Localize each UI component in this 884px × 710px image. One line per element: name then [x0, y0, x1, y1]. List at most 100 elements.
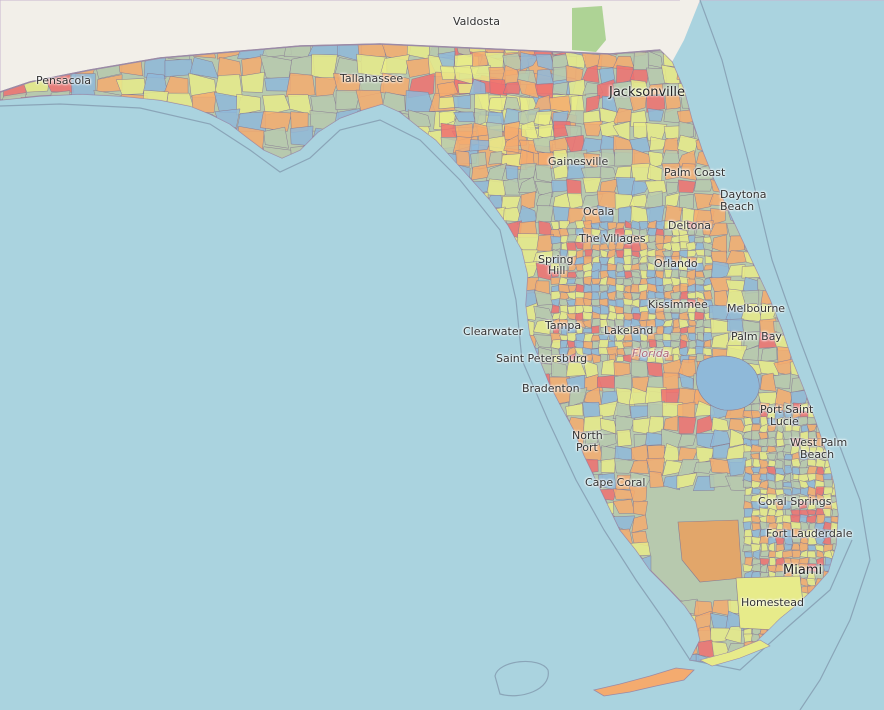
subdivision-cell[interactable]: [816, 704, 826, 710]
subdivision-cell[interactable]: [853, 37, 873, 55]
subdivision-cell[interactable]: [686, 256, 698, 264]
subdivision-cell[interactable]: [600, 235, 608, 245]
subdivision-cell[interactable]: [806, 647, 818, 657]
subdivision-cell[interactable]: [729, 667, 744, 687]
subdivision-cell[interactable]: [452, 638, 473, 658]
subdivision-cell[interactable]: [502, 583, 522, 603]
subdivision-cell[interactable]: [22, 145, 53, 171]
subdivision-cell[interactable]: [536, 681, 551, 699]
subdivision-cell[interactable]: [847, 634, 857, 643]
subdivision-cell[interactable]: [517, 514, 537, 533]
subdivision-cell[interactable]: [864, 488, 870, 495]
subdivision-cell[interactable]: [548, 431, 571, 446]
subdivision-cell[interactable]: [783, 635, 793, 644]
subdivision-cell[interactable]: [678, 179, 696, 193]
subdivision-cell[interactable]: [670, 276, 681, 287]
subdivision-cell[interactable]: [759, 218, 775, 237]
subdivision-cell[interactable]: [670, 262, 680, 272]
subdivision-cell[interactable]: [629, 96, 647, 112]
subdivision-cell[interactable]: [831, 480, 841, 490]
subdivision-cell[interactable]: [757, 51, 779, 72]
subdivision-cell[interactable]: [823, 191, 840, 209]
subdivision-cell[interactable]: [469, 529, 488, 544]
subdivision-cell[interactable]: [487, 584, 504, 603]
subdivision-cell[interactable]: [487, 248, 504, 268]
subdivision-cell[interactable]: [676, 472, 698, 489]
subdivision-cell[interactable]: [614, 554, 635, 572]
subdivision-cell[interactable]: [454, 348, 471, 363]
subdivision-cell[interactable]: [663, 312, 674, 321]
subdivision-cell[interactable]: [501, 261, 524, 282]
subdivision-cell[interactable]: [488, 457, 506, 477]
subdivision-cell[interactable]: [533, 318, 552, 335]
subdivision-cell[interactable]: [863, 430, 873, 438]
subdivision-cell[interactable]: [646, 305, 657, 314]
subdivision-cell[interactable]: [616, 290, 626, 299]
subdivision-cell[interactable]: [628, 69, 650, 84]
subdivision-cell[interactable]: [502, 667, 520, 686]
subdivision-cell[interactable]: [601, 596, 616, 618]
subdivision-cell[interactable]: [550, 277, 561, 285]
subdivision-cell[interactable]: [628, 486, 648, 504]
subdivision-cell[interactable]: [551, 598, 571, 616]
subdivision-cell[interactable]: [766, 445, 778, 454]
subdivision-cell[interactable]: [558, 311, 569, 322]
subdivision-cell[interactable]: [581, 626, 602, 645]
subdivision-cell[interactable]: [837, 358, 855, 377]
subdivision-cell[interactable]: [471, 164, 490, 181]
subdivision-cell[interactable]: [775, 697, 785, 705]
subdivision-cell[interactable]: [791, 487, 801, 496]
subdivision-cell[interactable]: [773, 52, 794, 69]
subdivision-cell[interactable]: [533, 418, 551, 434]
subdivision-cell[interactable]: [598, 257, 610, 266]
subdivision-cell[interactable]: [679, 283, 689, 294]
subdivision-cell[interactable]: [768, 698, 775, 706]
subdivision-cell[interactable]: [815, 633, 826, 643]
subdivision-cell[interactable]: [441, 485, 456, 503]
subdivision-cell[interactable]: [862, 592, 873, 600]
subdivision-cell[interactable]: [334, 129, 361, 151]
subdivision-cell[interactable]: [521, 696, 537, 710]
subdivision-cell[interactable]: [647, 654, 666, 673]
subdivision-cell[interactable]: [332, 145, 361, 166]
subdivision-cell[interactable]: [533, 527, 554, 546]
subdivision-cell[interactable]: [647, 400, 665, 420]
subdivision-cell[interactable]: [777, 704, 784, 710]
subdivision-cell[interactable]: [471, 360, 491, 379]
subdivision-cell[interactable]: [840, 150, 859, 169]
subdivision-cell[interactable]: [436, 276, 459, 295]
subdivision-cell[interactable]: [214, 108, 241, 128]
subdivision-cell[interactable]: [864, 452, 873, 462]
subdivision-cell[interactable]: [863, 480, 873, 489]
subdivision-cell[interactable]: [857, 683, 865, 692]
subdivision-cell[interactable]: [453, 513, 473, 532]
subdivision-cell[interactable]: [264, 76, 291, 92]
subdivision-cell[interactable]: [558, 262, 569, 271]
subdivision-cell[interactable]: [505, 457, 520, 473]
subdivision-cell[interactable]: [567, 698, 586, 710]
subdivision-cell[interactable]: [712, 82, 729, 99]
subdivision-cell[interactable]: [582, 611, 599, 630]
subdivision-cell[interactable]: [791, 696, 801, 705]
subdivision-cell[interactable]: [117, 144, 148, 170]
subdivision-cell[interactable]: [768, 704, 776, 710]
subdivision-cell[interactable]: [469, 458, 486, 475]
subdivision-cell[interactable]: [69, 107, 98, 135]
subdivision-cell[interactable]: [760, 661, 768, 670]
subdivision-cell[interactable]: [836, 209, 856, 225]
subdivision-cell[interactable]: [456, 388, 476, 405]
subdivision-cell[interactable]: [502, 386, 523, 404]
subdivision-cell[interactable]: [439, 458, 459, 476]
subdivision-cell[interactable]: [549, 471, 572, 490]
subdivision-cell[interactable]: [839, 662, 849, 669]
subdivision-cell[interactable]: [823, 612, 833, 622]
subdivision-cell[interactable]: [768, 675, 776, 685]
subdivision-cell[interactable]: [839, 108, 857, 121]
subdivision-cell[interactable]: [677, 401, 696, 419]
subdivision-cell[interactable]: [623, 248, 633, 257]
subdivision-cell[interactable]: [581, 64, 600, 83]
subdivision-cell[interactable]: [839, 613, 849, 620]
subdivision-cell[interactable]: [708, 122, 732, 139]
subdivision-cell[interactable]: [486, 540, 505, 562]
subdivision-cell[interactable]: [568, 387, 588, 408]
